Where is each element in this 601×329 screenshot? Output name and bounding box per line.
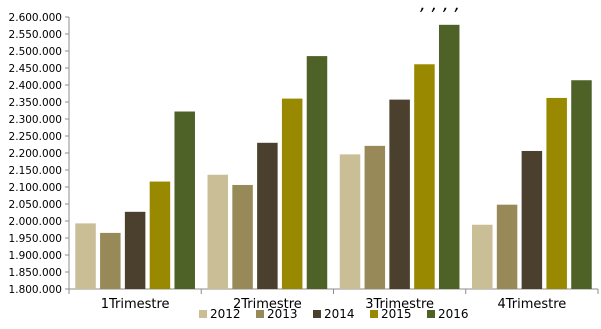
bar-2012-3Trimestre bbox=[339, 154, 361, 289]
y-tick-label: 2.200.000 bbox=[9, 148, 62, 160]
y-tick-label: 1.850.000 bbox=[9, 267, 62, 279]
bar-2012-2Trimestre bbox=[207, 174, 229, 289]
legend-swatch-2013 bbox=[256, 310, 264, 318]
bar-2015-2Trimestre bbox=[281, 98, 303, 289]
y-tick-label: 2.550.000 bbox=[9, 29, 62, 41]
bar-2016-2Trimestre bbox=[306, 56, 328, 289]
bar-2014-3Trimestre bbox=[389, 99, 410, 290]
bar-2015-4Trimestre bbox=[546, 97, 567, 289]
legend-label-2016: 2016 bbox=[438, 307, 469, 321]
bars bbox=[75, 24, 592, 290]
bar-2013-1Trimestre bbox=[100, 232, 121, 289]
header-fragment-text: , , , , bbox=[420, 0, 460, 15]
bar-2015-3Trimestre bbox=[414, 64, 435, 289]
bar-2014-4Trimestre bbox=[521, 150, 543, 289]
y-tick-label: 2.400.000 bbox=[9, 80, 62, 92]
y-tick-label: 2.350.000 bbox=[9, 97, 62, 109]
x-category-label: 3Trimestre bbox=[365, 297, 434, 312]
y-tick-label: 2.050.000 bbox=[9, 199, 62, 211]
bar-2013-4Trimestre bbox=[496, 204, 518, 289]
bar-2012-4Trimestre bbox=[472, 224, 493, 289]
bar-2016-3Trimestre bbox=[438, 24, 460, 289]
y-tick-label: 2.450.000 bbox=[9, 63, 62, 75]
legend-swatch-2016 bbox=[427, 310, 435, 318]
y-tick-label: 2.100.000 bbox=[9, 182, 62, 194]
legend-swatch-2014 bbox=[313, 310, 321, 318]
y-tick-label: 2.250.000 bbox=[9, 131, 62, 143]
axis-labels: 1.800.000 1.850.000 1.900.000 1.950.000 2.00… bbox=[9, 12, 567, 312]
legend-label-2015: 2015 bbox=[381, 307, 412, 321]
bar-2016-1Trimestre bbox=[174, 111, 195, 290]
y-tick-label: 2.600.000 bbox=[9, 12, 62, 24]
x-category-label: 1Trimestre bbox=[101, 297, 170, 312]
x-category-label: 2Trimestre bbox=[233, 297, 302, 312]
bar-2013-2Trimestre bbox=[232, 184, 253, 289]
y-tick-label: 1.950.000 bbox=[9, 233, 62, 245]
y-tick-label: 2.500.000 bbox=[9, 46, 62, 58]
y-tick-label: 2.300.000 bbox=[9, 114, 62, 126]
y-tick-label: 1.900.000 bbox=[9, 250, 62, 262]
bar-2015-1Trimestre bbox=[149, 181, 171, 289]
legend-label-2014: 2014 bbox=[324, 307, 355, 321]
x-category-label: 4Trimestre bbox=[497, 297, 566, 312]
legend: 2012 2013 2014 2015 2016 bbox=[199, 307, 469, 321]
bar-2014-2Trimestre bbox=[257, 142, 278, 289]
bar-2013-3Trimestre bbox=[364, 145, 386, 289]
bar-2014-1Trimestre bbox=[124, 211, 146, 289]
bar-2012-1Trimestre bbox=[75, 223, 96, 289]
legend-label-2013: 2013 bbox=[267, 307, 298, 321]
legend-swatch-2012 bbox=[199, 310, 207, 318]
legend-label-2012: 2012 bbox=[210, 307, 241, 321]
y-tick-label: 2.000.000 bbox=[9, 216, 62, 228]
y-tick-label: 2.150.000 bbox=[9, 165, 62, 177]
bar-2016-4Trimestre bbox=[571, 80, 592, 290]
y-tick-label: 1.800.000 bbox=[9, 284, 62, 296]
legend-swatch-2015 bbox=[370, 310, 378, 318]
